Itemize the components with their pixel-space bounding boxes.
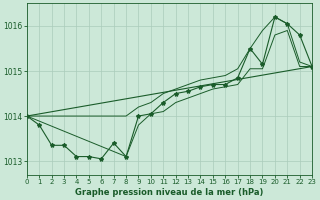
X-axis label: Graphe pression niveau de la mer (hPa): Graphe pression niveau de la mer (hPa) (75, 188, 264, 197)
